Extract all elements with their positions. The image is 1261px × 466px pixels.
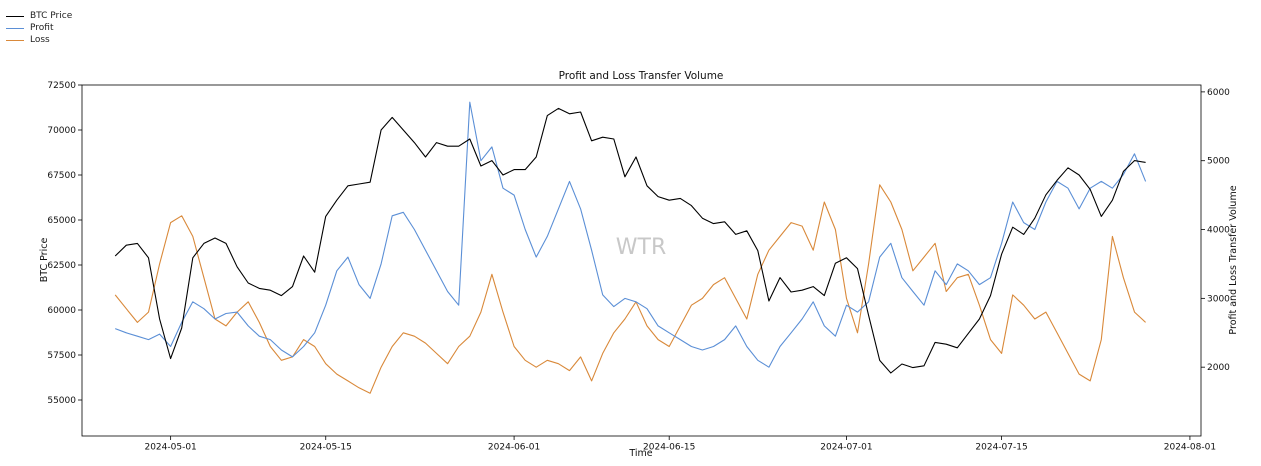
legend-swatch-btc (6, 15, 24, 17)
x-tick-label: 2024-07-01 (820, 443, 872, 453)
y-left-tick-label: 60000 (47, 306, 76, 316)
loss-line (114, 184, 1146, 394)
y-right-tick-label: 3000 (1207, 294, 1230, 304)
legend-label-loss: Loss (30, 35, 50, 45)
chart-title: Profit and Loss Transfer Volume (559, 70, 724, 82)
y-left-tick-label: 62500 (47, 261, 76, 271)
y-left-tick-label: 72500 (47, 81, 76, 91)
profit-line (115, 101, 1147, 368)
legend-item-btc: BTC Price (6, 10, 72, 22)
series-lines (114, 101, 1147, 394)
y-left-tick-label: 57500 (47, 351, 76, 361)
legend-item-loss: Loss (6, 34, 72, 46)
plot-frame (81, 84, 1202, 437)
watermark: WTR (616, 235, 666, 260)
y-left-tick-label: 67500 (47, 171, 76, 181)
legend-label-profit: Profit (30, 23, 54, 33)
legend-label-btc: BTC Price (30, 11, 73, 21)
axes: 2024-05-01 2024-05-15 2024-06-01 2024-06-15… (47, 81, 1230, 453)
y-right-tick-label: 6000 (1207, 88, 1230, 98)
y-right-tick-label: 2000 (1207, 363, 1230, 373)
x-tick-label: 2024-07-15 (975, 443, 1027, 453)
x-tick-label: 2024-06-15 (643, 443, 695, 453)
y-left-tick-label: 70000 (47, 126, 76, 136)
y-right-tick-label: 4000 (1207, 226, 1230, 236)
y-right-tick-label: 5000 (1207, 157, 1230, 167)
legend-swatch-profit (6, 27, 24, 29)
btc-price-line (114, 107, 1146, 374)
legend-item-profit: Profit (6, 22, 72, 34)
y-left-tick-label: 65000 (47, 216, 76, 226)
x-axis-label: Time (628, 448, 652, 459)
x-tick-label: 2024-08-01 (1164, 443, 1216, 453)
y-axis-label-right: Profit and Loss Transfer Volume (1228, 185, 1239, 334)
y-left-tick-label: 55000 (47, 396, 76, 406)
y-axis-label-left: BTC Price (39, 238, 50, 283)
legend: BTC Price Profit Loss (6, 10, 72, 46)
legend-swatch-loss (6, 39, 24, 41)
x-tick-label: 2024-06-01 (488, 443, 540, 453)
x-tick-label: 2024-05-01 (144, 443, 196, 453)
x-tick-label: 2024-05-15 (300, 443, 352, 453)
